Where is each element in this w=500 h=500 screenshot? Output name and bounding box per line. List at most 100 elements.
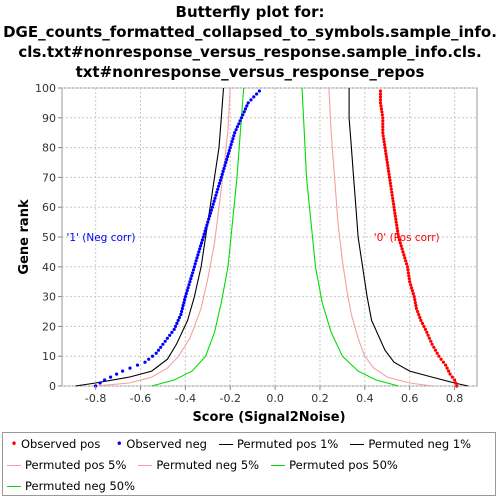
data-point xyxy=(406,268,409,271)
data-point xyxy=(217,185,220,188)
data-point xyxy=(421,322,424,325)
legend-item: Permuted neg 5% xyxy=(138,458,259,472)
data-point xyxy=(388,173,391,176)
data-point xyxy=(414,301,417,304)
legend-line-icon xyxy=(219,444,233,445)
data-point xyxy=(151,355,154,358)
data-point xyxy=(380,107,383,110)
data-point xyxy=(400,244,403,247)
data-point xyxy=(379,92,382,95)
data-point xyxy=(213,197,216,200)
data-point xyxy=(422,325,425,328)
legend-item: • Observed neg xyxy=(112,437,207,451)
data-point xyxy=(413,295,416,298)
data-point xyxy=(379,89,382,92)
data-point xyxy=(449,373,452,376)
data-point xyxy=(231,137,234,140)
data-point xyxy=(424,328,427,331)
y-tick-label: 80 xyxy=(42,142,56,155)
data-point xyxy=(393,209,396,212)
y-tick-label: 0 xyxy=(49,380,56,393)
data-point xyxy=(233,131,236,134)
legend-line-icon xyxy=(7,486,21,487)
data-point xyxy=(391,194,394,197)
data-point xyxy=(446,367,449,370)
data-point xyxy=(388,176,391,179)
data-point xyxy=(379,95,382,98)
y-tick-label: 60 xyxy=(42,201,56,214)
data-point xyxy=(194,262,197,265)
data-point xyxy=(385,155,388,158)
data-point xyxy=(99,381,102,384)
data-point xyxy=(401,250,404,253)
data-point xyxy=(103,378,106,381)
x-tick-label: 0.0 xyxy=(266,392,284,405)
data-point xyxy=(164,340,167,343)
annotation-label: '0' (Pos corr) xyxy=(374,232,440,244)
data-point xyxy=(180,310,183,313)
data-point xyxy=(185,292,188,295)
data-point xyxy=(396,227,399,230)
data-point xyxy=(428,337,431,340)
data-point xyxy=(220,176,223,179)
data-point xyxy=(196,253,199,256)
data-point xyxy=(190,274,193,277)
data-point xyxy=(386,164,389,167)
data-point xyxy=(214,194,217,197)
data-point xyxy=(383,143,386,146)
legend-dot-icon: • xyxy=(7,438,21,450)
data-point xyxy=(381,116,384,119)
data-point xyxy=(444,364,447,367)
data-point xyxy=(209,212,212,215)
data-point xyxy=(186,289,189,292)
x-tick-label: -0.6 xyxy=(130,392,151,405)
data-point xyxy=(249,98,252,101)
data-point xyxy=(381,119,384,122)
data-point xyxy=(226,155,229,158)
x-tick-label: 0.8 xyxy=(446,392,464,405)
data-point xyxy=(192,268,195,271)
legend-row-3: Permuted neg 50% xyxy=(3,476,495,496)
y-tick-label: 90 xyxy=(42,112,56,125)
data-point xyxy=(388,179,391,182)
legend-item: Permuted neg 1% xyxy=(350,437,471,451)
data-point xyxy=(161,343,164,346)
data-point xyxy=(447,370,450,373)
data-point xyxy=(155,352,158,355)
data-point xyxy=(235,128,238,131)
data-point xyxy=(381,131,384,134)
data-point xyxy=(434,349,437,352)
data-point xyxy=(205,224,208,227)
legend-row-2: Permuted pos 5% Permuted neg 5% Permuted… xyxy=(3,455,495,475)
data-point xyxy=(178,316,181,319)
data-point xyxy=(407,274,410,277)
data-point xyxy=(204,227,207,230)
data-point xyxy=(451,376,454,379)
y-tick-label: 40 xyxy=(42,261,56,274)
data-point xyxy=(417,313,420,316)
data-point xyxy=(240,116,243,119)
legend-item: Permuted pos 5% xyxy=(7,458,126,472)
data-point xyxy=(193,265,196,268)
data-point xyxy=(405,262,408,265)
y-axis-label: Gene rank xyxy=(17,199,32,275)
data-point xyxy=(387,170,390,173)
data-point xyxy=(181,307,184,310)
data-point xyxy=(170,331,173,334)
legend-label: Observed neg xyxy=(126,437,207,451)
legend-item: Permuted pos 1% xyxy=(219,437,338,451)
legend: • Observed pos • Observed neg Permuted pos… xyxy=(2,432,496,496)
data-point xyxy=(179,313,182,316)
data-point xyxy=(379,104,382,107)
y-tick-label: 20 xyxy=(42,320,56,333)
data-point xyxy=(383,140,386,143)
data-point xyxy=(389,182,392,185)
data-point xyxy=(381,128,384,131)
legend-item: Permuted neg 50% xyxy=(7,479,135,493)
data-point xyxy=(436,352,439,355)
data-point xyxy=(175,322,178,325)
data-point xyxy=(406,265,409,268)
data-point xyxy=(379,101,382,104)
data-point xyxy=(222,167,225,170)
data-point xyxy=(385,158,388,161)
